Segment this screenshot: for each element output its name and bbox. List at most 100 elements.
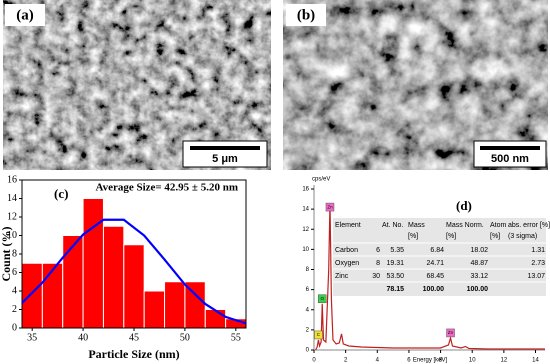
bar <box>164 281 186 329</box>
y-tick-label: 10 <box>302 247 309 253</box>
y-tick-label: 0 <box>12 322 17 333</box>
y-axis-label: Count (%) <box>0 226 13 281</box>
table-cell: 100.00 <box>467 286 489 293</box>
peak-marker <box>325 202 335 212</box>
scale-label: 5 μm <box>212 153 238 165</box>
y-tick-label: 0 <box>306 348 310 354</box>
table-cell: 6 <box>376 247 380 254</box>
plot-frame <box>21 179 247 329</box>
table-header: [%] <box>408 233 418 240</box>
peak-marker <box>446 328 455 338</box>
panel-label: (b) <box>297 7 315 23</box>
label-box <box>5 4 45 26</box>
spectrum <box>315 203 545 351</box>
table-cell: 48.87 <box>470 260 488 267</box>
x-tick-label: 12 <box>501 358 508 364</box>
table-cell: 68.45 <box>426 273 444 280</box>
annotation: Average Size= 42.95 ± 5.20 nm <box>95 182 238 194</box>
fit-curve <box>21 218 247 325</box>
x-tick-label: 4 <box>376 358 380 364</box>
table-cell: Carbon <box>335 247 358 254</box>
scale-bar <box>480 146 540 150</box>
x-tick-label: 35 <box>27 332 37 343</box>
table-cell: 13.07 <box>527 273 545 280</box>
table-cell: 33.12 <box>470 273 488 280</box>
scale-label: 500 nm <box>491 153 529 165</box>
table-cell: 1.31 <box>531 247 545 254</box>
y-tick-label: 6 <box>12 267 17 278</box>
y-tick-label: 4 <box>306 307 310 313</box>
panel-label: (c) <box>54 186 68 201</box>
peak-label: O <box>320 296 324 301</box>
table-header: (3 sigma) <box>508 233 537 240</box>
table-cell: 2.73 <box>531 260 545 267</box>
y-tick-label: 16 <box>7 174 17 185</box>
table-cell: 78.15 <box>386 286 404 293</box>
table-header: Element <box>335 222 361 229</box>
scale-box <box>473 140 547 168</box>
y-tick-label: 10 <box>7 230 17 241</box>
x-tick-label: 0 <box>312 358 316 364</box>
y-tick-label: 4 <box>12 285 17 296</box>
table-cell: 100.00 <box>423 286 445 293</box>
peak-marker <box>317 294 327 303</box>
peak-marker <box>314 330 323 340</box>
y-tick-label: 8 <box>12 248 17 259</box>
x-tick-label: 40 <box>78 332 88 343</box>
bar <box>21 262 43 329</box>
y-tick-label: 2 <box>12 304 17 315</box>
table-header: Atom <box>490 222 507 229</box>
table-cell: 5.35 <box>390 247 404 254</box>
x-tick-label: 10 <box>469 358 476 364</box>
table-cell: 19.31 <box>386 260 404 267</box>
y-tick-label: 12 <box>302 227 309 233</box>
x-axis-label: Particle Size (nm) <box>88 347 179 361</box>
bar <box>62 235 84 329</box>
x-tick-label: 14 <box>532 358 539 364</box>
table-header: [%] <box>446 233 456 240</box>
x-tick-label: 55 <box>231 332 241 343</box>
x-tick-label: 6 <box>407 358 411 364</box>
peak-label: Zn <box>448 330 454 335</box>
scale-box <box>182 140 268 168</box>
y-tick-label: 2 <box>306 327 310 333</box>
bar <box>143 290 166 329</box>
x-axis-label: Energy [keV] <box>413 358 448 364</box>
table-cell: 6.84 <box>430 247 444 254</box>
bar <box>123 244 145 329</box>
bar <box>82 198 104 329</box>
table-cell: 24.71 <box>426 260 444 267</box>
x-tick-label: 2 <box>344 358 348 364</box>
peak-label: C <box>317 332 321 337</box>
x-tick-label: 45 <box>129 332 139 343</box>
panel-label: (d) <box>456 198 472 213</box>
label-box <box>286 4 326 26</box>
y-tick-label: 6 <box>306 287 310 293</box>
table-header: Mass <box>408 222 425 229</box>
bar <box>41 262 64 329</box>
table-cell: 53.50 <box>386 273 404 280</box>
x-tick-label: 50 <box>180 332 190 343</box>
table-header: [%] <box>490 233 500 240</box>
table-cell: 30 <box>372 273 380 280</box>
table-cell: Oxygen <box>335 260 359 267</box>
bar <box>204 309 227 329</box>
table-bg <box>333 218 546 296</box>
table-cell: Zinc <box>335 273 349 280</box>
y-tick-label: 8 <box>306 267 310 273</box>
table-cell: 8 <box>376 260 380 267</box>
y-tick-label: 16 <box>302 187 309 193</box>
table-cell: 18.02 <box>470 247 488 254</box>
y-tick-label: 14 <box>302 207 309 213</box>
y-tick-label: 14 <box>7 193 17 204</box>
x-tick-label: 8 <box>439 358 443 364</box>
scale-bar <box>190 146 260 150</box>
table-header: Mass Norm. <box>446 222 484 229</box>
panel-label: (a) <box>16 7 34 23</box>
y-axis-label: cps/eV <box>312 177 330 183</box>
peak-label: Zn <box>327 204 333 209</box>
bar <box>102 225 125 329</box>
table-header: abs. error [%] <box>508 222 550 229</box>
y-tick-label: 12 <box>7 211 17 222</box>
